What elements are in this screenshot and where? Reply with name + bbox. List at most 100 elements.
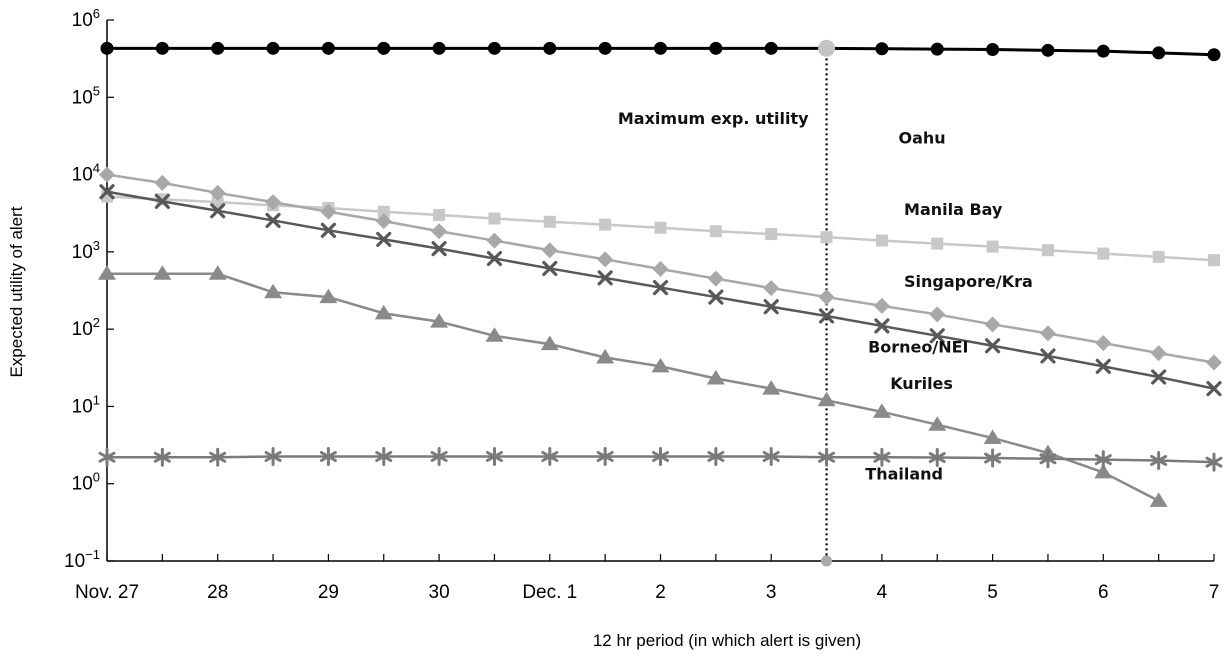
x-tick-label: Nov. 27: [75, 582, 139, 603]
data-point-circle: [764, 41, 778, 55]
data-point-x: [154, 193, 170, 209]
data-point-diamond: [1095, 335, 1112, 352]
series-label-borneo-nei: Borneo/NEI: [868, 337, 968, 356]
data-point-star: [541, 446, 559, 466]
data-point-diamond: [209, 184, 226, 201]
series-label-singapore-kra: Singapore/Kra: [904, 272, 1033, 291]
data-point-diamond: [929, 306, 946, 323]
x-tick-label: 30: [429, 582, 450, 603]
data-point-square: [211, 196, 224, 209]
data-point-diamond: [984, 316, 1001, 333]
data-point-x: [818, 308, 835, 324]
series-singapore-kra: [99, 166, 1222, 371]
data-point-circle: [875, 42, 889, 56]
y-tick-label: 101: [72, 392, 100, 417]
data-point-star: [319, 446, 337, 466]
data-point-diamond: [1206, 354, 1222, 371]
series-oahu: [100, 41, 1221, 62]
data-point-square: [875, 234, 888, 247]
max-utility-point: [818, 39, 836, 57]
data-point-circle: [155, 41, 169, 55]
data-point-x: [431, 241, 447, 257]
data-point-square: [820, 231, 833, 244]
data-point-x: [652, 279, 669, 296]
data-point-triangle: [983, 429, 1002, 445]
data-point-x: [597, 270, 613, 286]
y-tick-label: 102: [72, 315, 100, 340]
data-point-triangle: [928, 416, 947, 431]
data-point-triangle: [1094, 463, 1113, 479]
data-point-x: [708, 289, 724, 305]
data-point-circle: [1041, 43, 1055, 57]
annotation-layer: Maximum exp. utility: [618, 48, 833, 567]
label-layer: Oahu Manila Bay Singapore/Kra Borneo/NEI Kur…: [865, 129, 1033, 484]
data-point-diamond: [486, 232, 503, 249]
max-utility-axis-marker: [821, 555, 833, 567]
data-point-square: [1152, 250, 1165, 263]
data-point-triangle: [485, 327, 504, 342]
data-point-circle: [211, 41, 225, 55]
x-tick-label: 5: [987, 582, 998, 603]
data-point-square: [709, 225, 722, 238]
data-point-diamond: [541, 242, 558, 259]
data-point-triangle: [651, 357, 670, 373]
data-point-diamond: [763, 280, 780, 297]
data-point-star: [98, 447, 116, 467]
data-point-star: [873, 447, 891, 467]
data-point-triangle: [264, 283, 283, 299]
data-point-circle: [543, 41, 557, 55]
data-point-triangle: [872, 403, 891, 418]
data-point-circle: [930, 42, 944, 56]
data-point-diamond: [265, 194, 282, 211]
x-tick-label: 29: [318, 582, 339, 603]
series-label-thailand: Thailand: [865, 465, 943, 484]
data-point-triangle: [596, 348, 615, 364]
data-point-star: [1150, 450, 1168, 470]
data-point-x: [542, 260, 558, 277]
data-point-star: [1039, 449, 1057, 469]
data-point-diamond: [873, 297, 890, 314]
data-point-circle: [266, 41, 280, 55]
data-point-diamond: [707, 270, 724, 287]
data-point-x: [929, 328, 945, 344]
data-point-square: [654, 221, 667, 234]
series-label-manila-bay: Manila Bay: [904, 200, 1003, 219]
data-point-star: [153, 447, 171, 467]
data-point-triangle: [706, 369, 725, 385]
data-point-star: [596, 446, 614, 466]
x-tick-label: 28: [207, 582, 228, 603]
data-point-square: [377, 205, 390, 218]
data-point-star: [485, 446, 503, 466]
data-point-star: [818, 447, 836, 467]
data-point-circle: [100, 41, 114, 55]
data-point-circle: [487, 41, 501, 55]
data-point-square: [986, 240, 999, 253]
data-point-star: [652, 446, 669, 466]
data-point-x: [1095, 358, 1111, 374]
data-point-square: [1041, 244, 1054, 257]
data-point-triangle: [1149, 492, 1168, 507]
data-point-diamond: [597, 251, 614, 268]
data-point-square: [1208, 254, 1220, 267]
y-axis-title: Expected utility of alert: [7, 206, 26, 377]
data-point-circle: [709, 41, 723, 55]
series-label-kuriles: Kuriles: [890, 374, 953, 393]
data-point-diamond: [431, 223, 448, 240]
data-point-diamond: [818, 289, 835, 306]
data-point-diamond: [1150, 345, 1167, 362]
data-point-square: [433, 208, 446, 221]
data-point-triangle: [98, 265, 116, 280]
data-point-x: [265, 212, 281, 229]
data-point-star: [264, 446, 282, 466]
x-tick-label: 4: [877, 582, 888, 603]
x-tick-label: 3: [766, 582, 777, 603]
data-point-triangle: [540, 335, 559, 351]
series-kuriles: [98, 265, 1168, 507]
data-point-diamond: [652, 261, 669, 278]
data-point-triangle: [430, 313, 449, 328]
x-tick-label: 7: [1209, 582, 1220, 603]
data-point-x: [763, 299, 779, 315]
data-point-x: [1206, 381, 1222, 397]
data-point-circle: [986, 43, 1000, 57]
x-tick-label: 6: [1098, 582, 1109, 603]
